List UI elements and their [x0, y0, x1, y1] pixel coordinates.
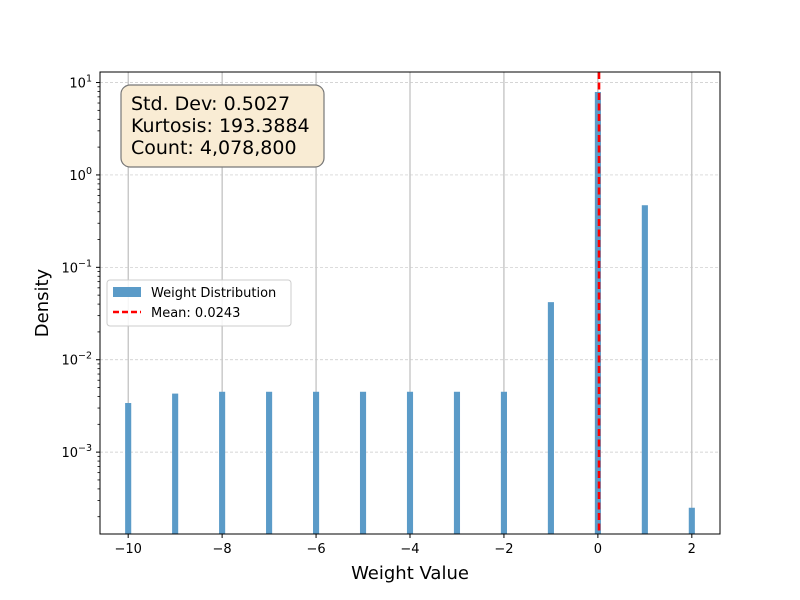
legend-swatch-weight-distribution: [113, 287, 141, 297]
stats-kurtosis: Kurtosis: 193.3884: [131, 115, 310, 137]
x-tick-label: 0: [594, 542, 602, 557]
x-tick-label: −4: [400, 542, 419, 557]
histogram-bars: [125, 91, 695, 535]
histogram-bar: [266, 391, 273, 534]
y-tick-label: 10−1: [61, 258, 92, 276]
y-axis-label: Density: [32, 268, 53, 337]
histogram-bar: [594, 91, 601, 535]
histogram-bar: [313, 391, 320, 534]
x-tick-label: −2: [494, 542, 513, 557]
legend-box: [106, 279, 292, 327]
histogram-bar: [219, 391, 226, 534]
histogram-bar: [688, 507, 695, 534]
histogram-bar: [547, 302, 554, 534]
x-tick-label: 2: [688, 542, 696, 557]
y-tick-label: 10−3: [61, 443, 92, 461]
histogram-bar: [125, 403, 132, 534]
x-tick-label: −6: [306, 542, 325, 557]
histogram-bar: [500, 391, 507, 534]
stats-std-dev: Std. Dev: 0.5027: [131, 93, 290, 115]
y-tick-label: 10−2: [61, 351, 92, 369]
y-tick-label: 101: [69, 74, 92, 92]
x-tick-label: −10: [114, 542, 141, 557]
histogram-bar: [406, 391, 414, 534]
histogram-bar: [359, 391, 367, 534]
axis-ticks: −10 −8 −6 −4 −2 0 2 10−3 10−2 10−1 100 101: [61, 74, 696, 557]
legend-label-mean: Mean: 0.0243: [151, 306, 240, 321]
y-tick-label: 100: [69, 166, 92, 184]
legend-label-weight-distribution: Weight Distribution: [151, 286, 276, 301]
stats-count: Count: 4,078,800: [131, 137, 297, 159]
histogram-bar: [641, 205, 648, 535]
stats-annotation: Std. Dev: 0.5027 Kurtosis: 193.3884 Coun…: [120, 84, 325, 168]
histogram-bar: [453, 391, 461, 534]
legend: Weight Distribution Mean: 0.0243: [106, 279, 292, 327]
x-tick-label: −8: [213, 542, 232, 557]
histogram-bar: [172, 393, 179, 534]
stats-annotation-box: [120, 84, 325, 168]
x-axis-label: Weight Value: [351, 563, 469, 584]
